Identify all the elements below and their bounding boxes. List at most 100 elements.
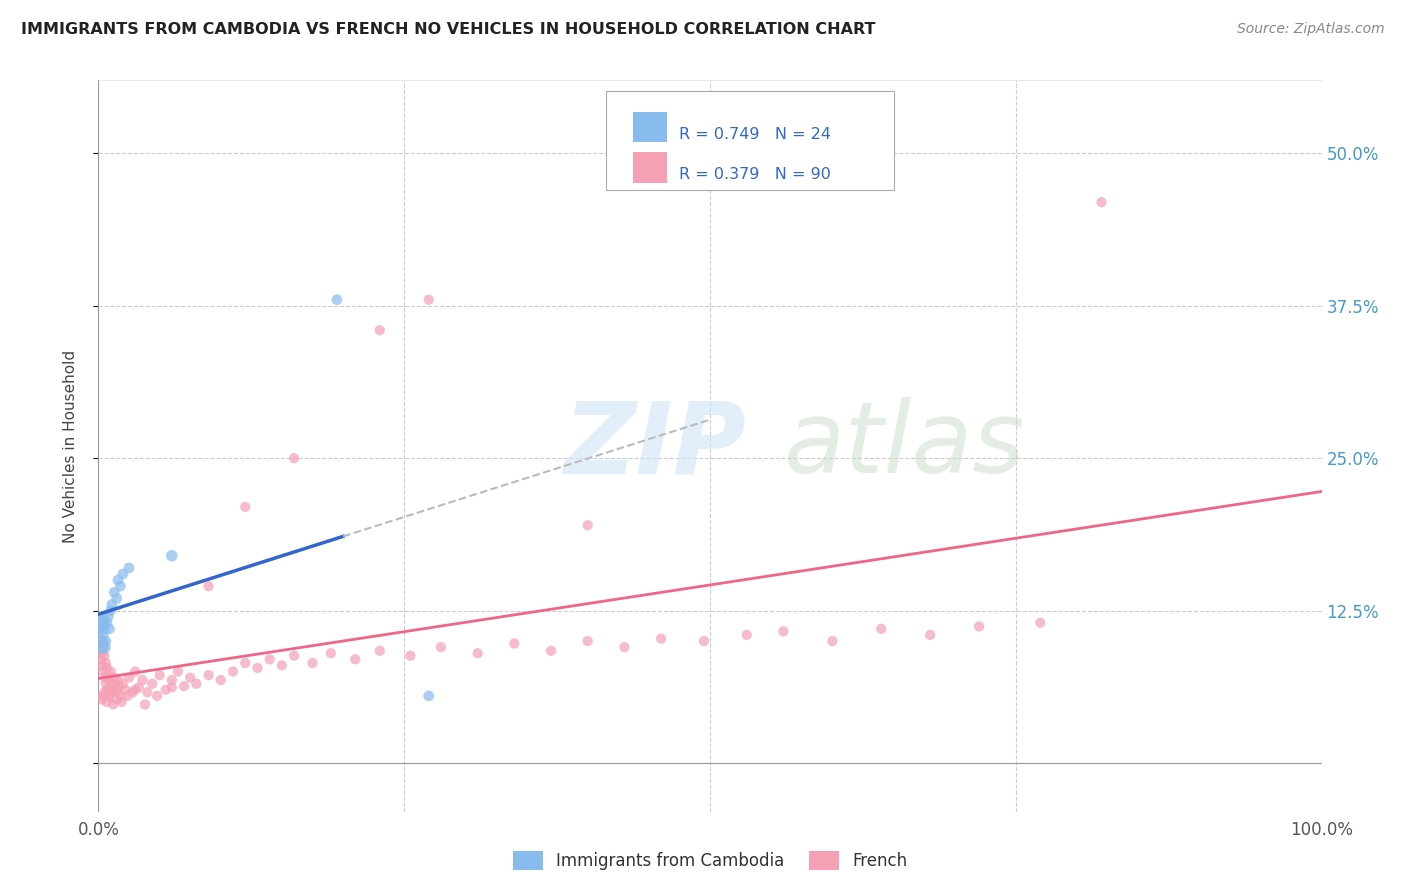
FancyBboxPatch shape xyxy=(606,91,893,190)
Point xyxy=(134,698,156,712)
Point xyxy=(96,682,118,697)
Point xyxy=(467,646,489,660)
Point xyxy=(91,665,114,679)
Point xyxy=(93,622,115,636)
Point xyxy=(90,652,112,666)
Point xyxy=(91,628,114,642)
Point xyxy=(870,622,893,636)
Point xyxy=(103,585,125,599)
Point xyxy=(179,671,201,685)
Point xyxy=(121,685,143,699)
Point xyxy=(90,689,112,703)
Point xyxy=(576,634,599,648)
Point xyxy=(197,579,219,593)
Point xyxy=(94,676,117,690)
Point xyxy=(503,636,526,650)
Point xyxy=(101,682,124,697)
Point xyxy=(967,619,990,633)
Point xyxy=(91,634,114,648)
Point xyxy=(94,656,117,670)
Point xyxy=(136,685,159,699)
Point xyxy=(90,622,112,636)
Point xyxy=(259,652,281,666)
Point xyxy=(146,689,169,703)
Point xyxy=(118,671,141,685)
Point xyxy=(735,628,758,642)
Text: IMMIGRANTS FROM CAMBODIA VS FRENCH NO VEHICLES IN HOUSEHOLD CORRELATION CHART: IMMIGRANTS FROM CAMBODIA VS FRENCH NO VE… xyxy=(21,22,876,37)
Point xyxy=(149,668,172,682)
Point xyxy=(128,681,150,695)
Point xyxy=(111,567,134,582)
Point xyxy=(93,640,115,655)
Point xyxy=(100,665,122,679)
Point xyxy=(124,665,146,679)
Point xyxy=(160,681,183,695)
Point xyxy=(96,661,118,675)
Point xyxy=(98,673,121,687)
Point xyxy=(111,695,134,709)
Point xyxy=(772,624,794,639)
Point xyxy=(301,656,323,670)
Text: R = 0.749   N = 24: R = 0.749 N = 24 xyxy=(679,127,831,142)
Point xyxy=(114,682,136,697)
Point xyxy=(821,634,844,648)
Point xyxy=(90,634,112,648)
Point xyxy=(650,632,672,646)
Point xyxy=(576,518,599,533)
Point xyxy=(186,676,208,690)
Point xyxy=(101,676,124,690)
Point xyxy=(117,689,139,703)
Point xyxy=(233,656,256,670)
Legend: Immigrants from Cambodia, French: Immigrants from Cambodia, French xyxy=(506,844,914,877)
Point xyxy=(1090,195,1112,210)
Point xyxy=(96,615,118,630)
Point xyxy=(93,648,115,663)
Point xyxy=(105,685,128,699)
Point xyxy=(131,673,153,687)
Point xyxy=(93,685,115,699)
Point xyxy=(91,640,114,655)
Point xyxy=(97,689,120,703)
Point xyxy=(319,646,342,660)
Point xyxy=(94,634,117,648)
Point xyxy=(160,549,183,563)
Point xyxy=(107,573,129,587)
Text: ZIP: ZIP xyxy=(564,398,747,494)
Bar xyxy=(633,152,668,183)
Point xyxy=(222,665,245,679)
Point xyxy=(93,671,115,685)
Point xyxy=(96,695,118,709)
Point xyxy=(105,591,128,606)
Point xyxy=(91,658,114,673)
Point xyxy=(283,648,305,663)
Point xyxy=(155,682,177,697)
Point xyxy=(209,673,232,687)
Point xyxy=(91,609,114,624)
Point xyxy=(418,293,440,307)
Point xyxy=(91,646,114,660)
Point xyxy=(103,671,125,685)
Point xyxy=(160,673,183,687)
Point xyxy=(368,644,391,658)
Point xyxy=(91,615,114,630)
Point xyxy=(1029,615,1052,630)
Point xyxy=(270,658,294,673)
Point xyxy=(613,640,636,655)
Point xyxy=(118,561,141,575)
Point xyxy=(104,681,127,695)
Point xyxy=(920,628,942,642)
Point xyxy=(124,682,146,697)
Point xyxy=(97,668,120,682)
Point xyxy=(326,293,349,307)
Point xyxy=(110,689,132,703)
Text: atlas: atlas xyxy=(783,398,1025,494)
Point xyxy=(101,598,124,612)
Point xyxy=(141,676,163,690)
Point xyxy=(167,665,190,679)
Point xyxy=(100,604,122,618)
Point xyxy=(233,500,256,514)
Point xyxy=(246,661,269,675)
Point xyxy=(90,640,112,655)
Point xyxy=(105,692,128,706)
Point xyxy=(540,644,562,658)
